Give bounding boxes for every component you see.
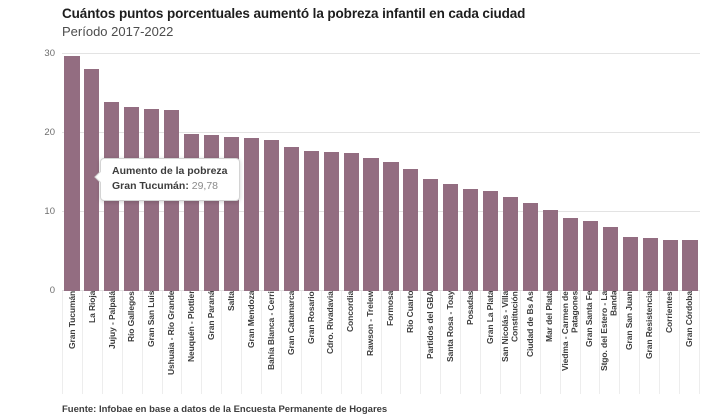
x-axis-label: Cdro. Rivadavia [322,291,342,394]
bar[interactable] [483,191,499,291]
x-axis-label: Gran Córdoba [680,291,700,394]
bar[interactable] [443,184,459,291]
x-axis-labels: Gran Tucumán La Rioja Jujuy - Palpalá Río G… [62,291,700,394]
x-axis-label: Santa Rosa - Toay [441,291,462,394]
x-axis-label: Concordia [342,291,362,394]
x-axis-label: Jujuy - Palpalá [103,291,123,394]
bar[interactable] [283,147,299,291]
plot-area: 0 10 20 30 Aumento de la pobreza Gran Tucum… [44,49,700,296]
x-axis-label: Bahía Blanca - Cerri [262,291,282,394]
x-axis-label: Posadas [461,291,482,394]
y-axis-tick-label: 30 [44,48,55,59]
x-axis-label: Gran Paraná [202,291,223,394]
x-axis-label: Stgo. del Estero - La Banda [600,291,621,394]
bar[interactable] [582,221,598,291]
x-axis-label: Mar del Plata [541,291,561,394]
bar[interactable] [383,162,399,291]
x-axis-label: Gran Tucumán [63,291,83,394]
gridline [62,53,700,54]
chart-subtitle: Período 2017-2022 [62,24,174,39]
x-axis-label: Gran Resistencia [640,291,661,394]
x-axis-label: Viedma - Carmen de Patagones [561,291,581,394]
y-axis-tick-label: 0 [49,285,55,296]
tooltip-row: Gran Tucumán: 29,78 [112,180,228,193]
bar[interactable] [323,151,339,291]
bar[interactable] [542,210,559,291]
bar[interactable] [403,169,419,291]
bar[interactable] [662,239,678,291]
x-axis-label: Gran San Juan [620,291,641,394]
x-axis-label: Gran Catamarca [282,291,302,394]
tooltip-category-label: Gran Tucumán: [112,180,189,192]
bar[interactable] [503,197,519,291]
x-axis-label: Río Cuarto [401,291,422,394]
bar[interactable] [343,152,359,291]
x-axis-label: Gran La Plata [481,291,501,394]
bar[interactable] [522,203,539,291]
x-axis-label: Rawson - Trelew [362,291,382,394]
x-axis-label: Partidos del GBA [421,291,442,394]
y-axis-tick-label: 20 [44,127,55,138]
x-axis-label: Ushuaia - Río Grande [163,291,183,394]
source-note: Fuente: Infobae en base a datos de la En… [62,404,388,415]
x-axis-label: La Rioja [83,291,103,394]
bar[interactable] [562,217,578,291]
bar[interactable] [263,140,279,291]
tooltip-title: Aumento de la pobreza [112,165,228,177]
bar[interactable] [463,189,479,291]
bar[interactable] [682,240,698,291]
bar[interactable] [363,158,379,291]
x-axis-label: Ciudad de Bs As [521,291,541,394]
x-axis-label: Salta [222,291,243,394]
chart-title: Cuántos puntos porcentuales aumentó la p… [62,6,526,21]
gridline [62,132,700,133]
bar-chart: 0 10 20 30 Aumento de la pobreza Gran Tucum… [44,49,700,394]
bar[interactable] [303,151,319,291]
bar[interactable] [642,238,658,291]
bar[interactable] [423,178,439,291]
bar[interactable] [602,227,618,291]
y-axis-tick-label: 10 [44,206,55,217]
x-axis-label: Gran San Luis [143,291,163,394]
x-axis-label: Gran Mendoza [242,291,263,394]
tooltip-value: 29,78 [191,180,219,192]
x-axis-label: Río Gallegos [123,291,143,394]
bar[interactable] [84,69,100,291]
x-axis-label: Neuquén - Plottier [182,291,203,394]
x-axis-label: Corrientes [660,291,681,394]
x-axis-label: Gran Santa Fe [581,291,601,394]
x-axis-label: Formosa [382,291,402,394]
bar[interactable] [64,55,80,291]
x-axis-label: San Nicolás - Villa Constitución [501,291,521,394]
bar[interactable] [622,236,638,291]
tooltip: Aumento de la pobreza Gran Tucumán: 29,7… [94,158,240,201]
gridline [62,290,700,291]
bar[interactable] [243,137,259,291]
gridline [62,211,700,212]
x-axis-label: Gran Rosario [302,291,322,394]
